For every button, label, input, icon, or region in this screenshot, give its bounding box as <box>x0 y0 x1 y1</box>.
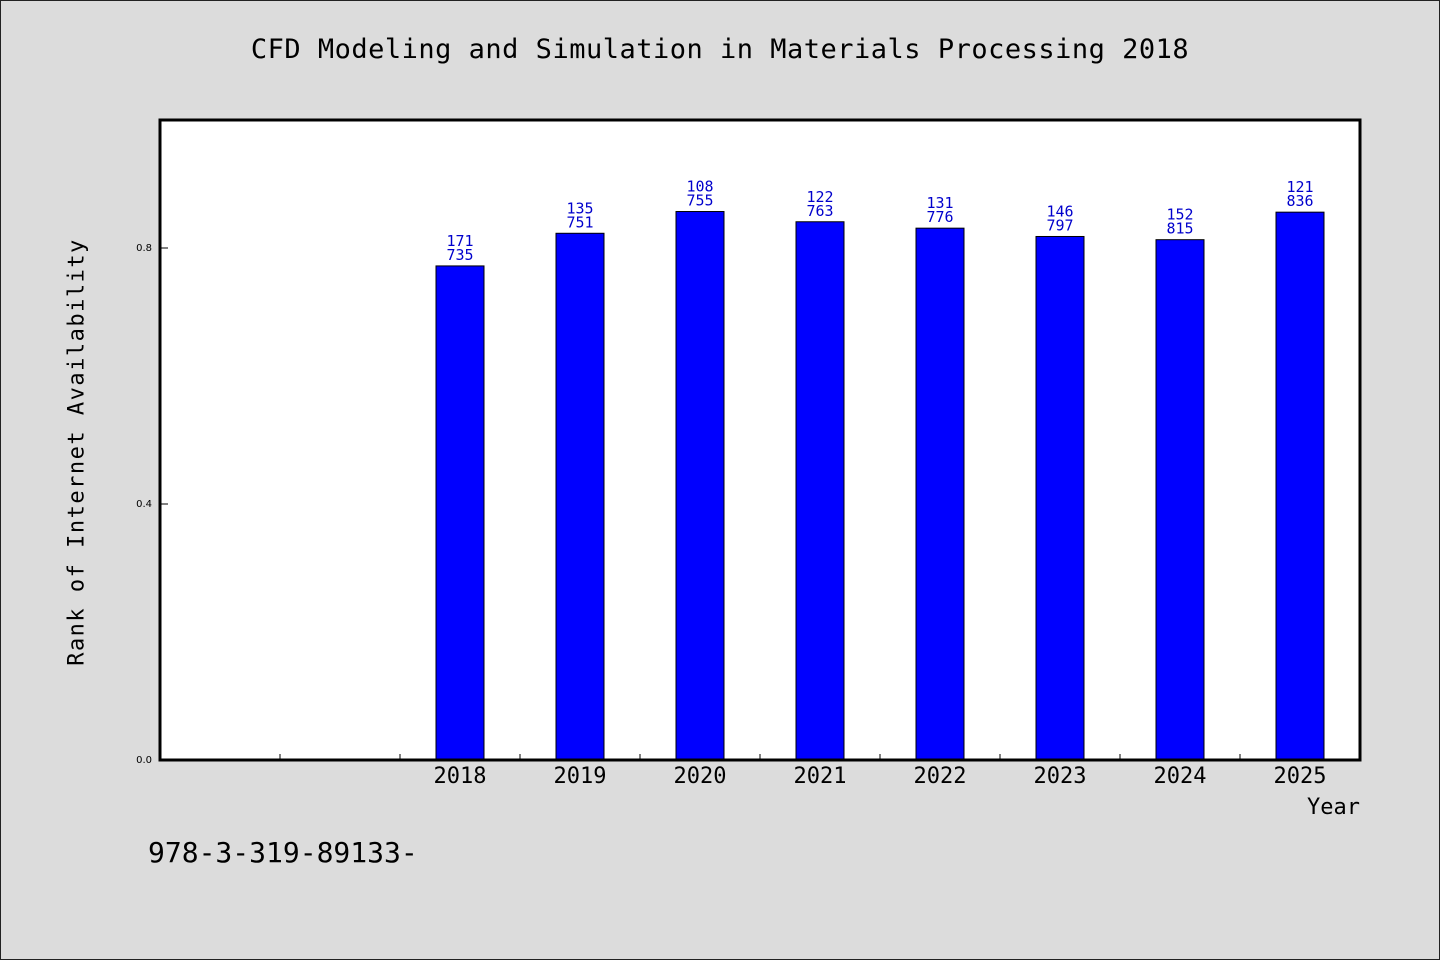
x-tick-label-2020: 2020 <box>674 764 727 789</box>
bar-label-bottom-2020: 755 <box>686 192 713 210</box>
bar-label-bottom-2025: 836 <box>1286 192 1313 210</box>
x-tick-label-2019: 2019 <box>554 764 607 789</box>
y-tick-label: 0.8 <box>136 243 152 254</box>
bar-label-bottom-2018: 735 <box>446 246 473 264</box>
bar-label-top-2019: 135 <box>566 199 593 217</box>
footer-code: 978-3-319-89133- <box>148 836 418 869</box>
bar-label-top-2018: 171 <box>446 232 473 250</box>
bar-label-bottom-2024: 815 <box>1166 220 1193 238</box>
bar-label-top-2020: 108 <box>686 178 713 196</box>
bar-2018 <box>435 265 485 761</box>
x-tick-label-2025: 2025 <box>1274 764 1327 789</box>
x-tick-label-2022: 2022 <box>914 764 967 789</box>
x-tick-label-2021: 2021 <box>794 764 847 789</box>
plot-frame <box>158 118 1362 762</box>
x-tick-label-2023: 2023 <box>1034 764 1087 789</box>
bar-2021 <box>795 221 845 761</box>
bar-label-top-2025: 121 <box>1286 178 1313 196</box>
bar-2024 <box>1155 239 1205 761</box>
bar-2020 <box>675 211 725 761</box>
bar-label-top-2023: 146 <box>1046 202 1073 220</box>
bar-label-bottom-2023: 797 <box>1046 216 1073 234</box>
bar-label-bottom-2021: 763 <box>806 202 833 220</box>
x-tick-label-2024: 2024 <box>1154 764 1207 789</box>
bar-label-top-2021: 122 <box>806 188 833 206</box>
y-tick-label: 0.4 <box>136 499 152 510</box>
y-tick-label: 0.0 <box>136 755 152 766</box>
x-tick-label-2018: 2018 <box>434 764 487 789</box>
bar-2023 <box>1035 235 1085 761</box>
bar-2019 <box>555 232 605 761</box>
x-axis-label: Year <box>1307 795 1360 820</box>
bar-label-top-2022: 131 <box>926 194 953 212</box>
bar-2025 <box>1275 211 1325 761</box>
chart-title: CFD Modeling and Simulation in Materials… <box>250 34 1190 65</box>
bar-2022 <box>915 227 965 761</box>
bar-label-top-2024: 152 <box>1166 206 1193 224</box>
bar-label-bottom-2022: 776 <box>926 208 953 226</box>
bar-label-bottom-2019: 751 <box>566 213 593 231</box>
